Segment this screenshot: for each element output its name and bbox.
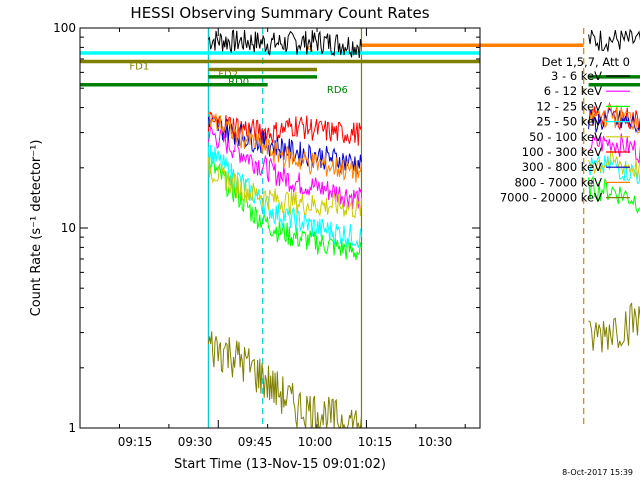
- series-trace-4-b: [588, 149, 640, 179]
- series-trace-6-a: [207, 116, 362, 175]
- series-trace-3-b: [588, 154, 640, 185]
- series-trace-2-a: [208, 159, 362, 260]
- legend-label-3: 25 - 50 keV: [536, 115, 602, 129]
- x-tick-label-4: 10:15: [358, 435, 393, 449]
- series-trace-3-a: [207, 144, 362, 248]
- series-trace-7-a: [207, 110, 362, 183]
- legend-label-2: 12 - 25 keV: [536, 99, 602, 113]
- series-trace-4-a: [207, 157, 362, 219]
- legend-title: Det 1,5,7, Att 0: [542, 55, 630, 69]
- x-tick-label-3: 10:00: [298, 435, 333, 449]
- series-trace-2-b: [588, 175, 640, 215]
- x-axis-label: Start Time (13-Nov-15 09:01:02): [174, 457, 386, 472]
- x-tick-label-5: 10:30: [418, 435, 453, 449]
- x-tick-label-2: 09:45: [238, 435, 273, 449]
- x-tick-label-1: 09:30: [178, 435, 213, 449]
- y-axis-label: Count Rate (s⁻¹ detector⁻¹): [29, 140, 44, 317]
- y-tick-label-0: 1: [68, 421, 76, 435]
- legend-label-5: 100 - 300 keV: [522, 145, 602, 159]
- series-trace-5-b: [588, 101, 640, 132]
- flag-label-rd0: RD0: [228, 77, 249, 88]
- legend-label-7: 800 - 7000 keV: [514, 175, 602, 189]
- series-trace-1-a: [207, 124, 362, 210]
- x-tick-label-0: 09:15: [118, 435, 153, 449]
- flag-label-fd2: FD2: [218, 70, 238, 81]
- legend-label-6: 300 - 800 keV: [522, 160, 602, 174]
- chart-title: HESSI Observing Summary Count Rates: [130, 4, 429, 22]
- series-trace-0-a: [207, 29, 362, 58]
- legend-label-8: 7000 - 20000 keV: [500, 191, 602, 205]
- legend-label-1: 6 - 12 keV: [544, 84, 602, 98]
- timestamp: 8-Oct-2017 15:39: [562, 468, 633, 477]
- series-trace-8-b: [588, 302, 640, 353]
- flag-label-s: S: [307, 45, 313, 56]
- flag-label-rd6: RD6: [327, 85, 348, 96]
- flag-label-fd1: FD1: [129, 61, 149, 72]
- y-tick-label-2: 100: [53, 21, 76, 35]
- series-trace-5-a: [207, 111, 362, 146]
- series-trace-8-a: [207, 331, 362, 429]
- legend-label-0: 3 - 6 keV: [551, 69, 602, 83]
- axis-ticks: 09:15 09:30 09:45 10:00 10:15 10:30 1 10 100: [53, 21, 480, 449]
- series-trace-7-b: [588, 102, 640, 134]
- series-trace-6-b: [588, 107, 640, 133]
- y-tick-label-1: 10: [61, 221, 76, 235]
- series-trace-1-b: [588, 133, 640, 164]
- legend-label-4: 50 - 100 keV: [529, 130, 602, 144]
- series-trace-0-b: [588, 28, 640, 52]
